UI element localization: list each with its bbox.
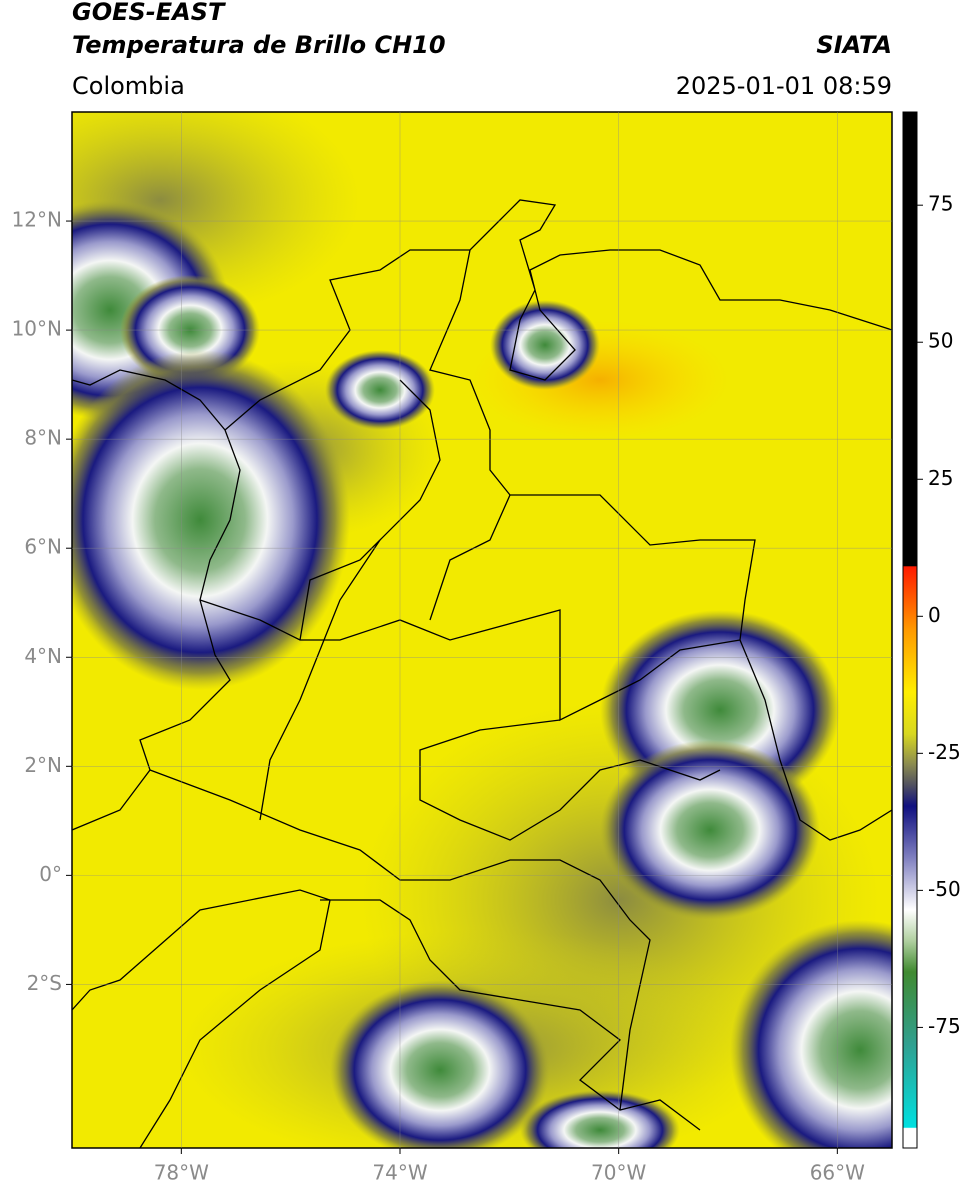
colorbar-tick-label: 50 bbox=[928, 329, 953, 353]
x-tick-label: 70°W bbox=[591, 1161, 646, 1185]
datetime: 2025-01-01 08:59 bbox=[676, 72, 892, 100]
y-tick-label: 0° bbox=[39, 862, 62, 886]
x-tick-label: 66°W bbox=[810, 1161, 865, 1185]
y-tick-label: 4°N bbox=[24, 644, 62, 668]
colorbar-tick-label: -25 bbox=[928, 740, 961, 764]
subtitle: Temperatura de Brillo CH10 bbox=[72, 31, 446, 59]
colorbar-tick-label: 25 bbox=[928, 466, 953, 490]
y-tick-label: 12°N bbox=[12, 208, 62, 232]
colorbar-tick-label: 0 bbox=[928, 603, 941, 627]
y-tick-label: 6°N bbox=[24, 535, 62, 559]
source: SIATA bbox=[816, 31, 892, 59]
x-tick-label: 78°W bbox=[154, 1161, 209, 1185]
colorbar bbox=[902, 111, 918, 1149]
y-tick-label: 8°N bbox=[24, 426, 62, 450]
title: GOES-EAST bbox=[72, 0, 226, 26]
colorbar-tick-label: 75 bbox=[928, 192, 953, 216]
map-frame bbox=[71, 111, 893, 1149]
colorbar-tick-label: -75 bbox=[928, 1014, 961, 1038]
map-image bbox=[72, 112, 892, 1148]
region: Colombia bbox=[72, 72, 185, 100]
colorbar-tick-label: -50 bbox=[928, 877, 961, 901]
y-tick-label: 2°S bbox=[27, 971, 62, 995]
x-tick-label: 74°W bbox=[372, 1161, 427, 1185]
y-tick-label: 2°N bbox=[24, 753, 62, 777]
y-tick-label: 10°N bbox=[12, 317, 62, 341]
